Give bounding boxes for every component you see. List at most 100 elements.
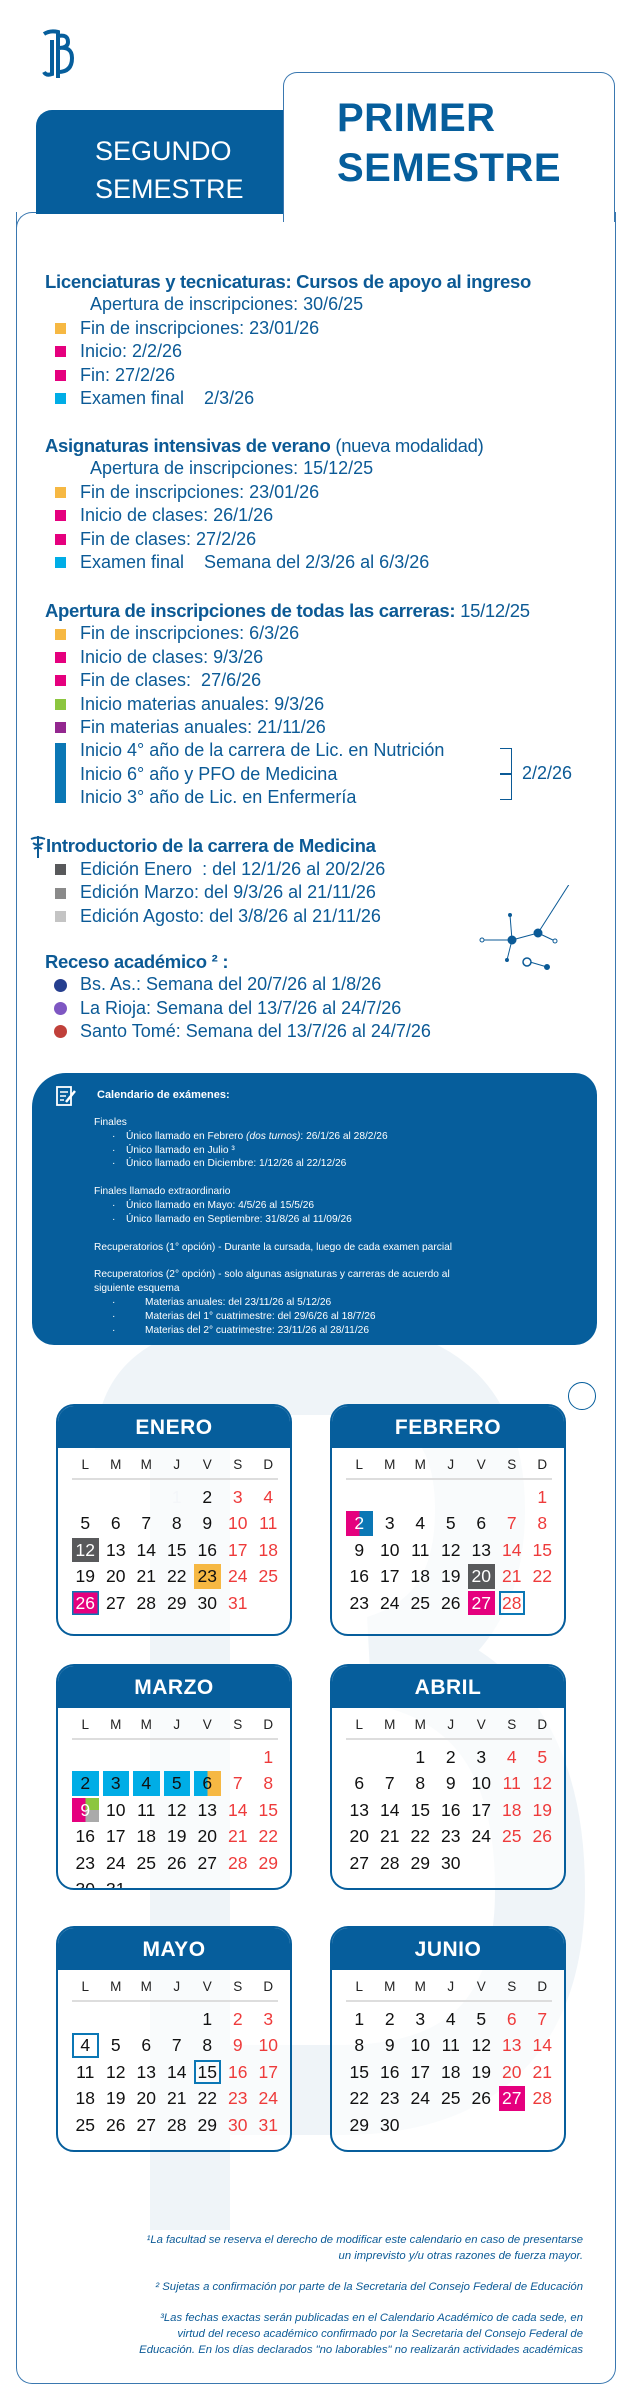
day-cell[interactable]: 3 [476, 1746, 487, 1767]
day-cell[interactable]: 22 [167, 1566, 187, 1586]
day-cell[interactable]: 23 [441, 1826, 461, 1846]
day-cell[interactable]: 13 [471, 1539, 491, 1560]
day-cell[interactable]: 25 [410, 1592, 430, 1613]
day-cell[interactable]: 28 [380, 1852, 400, 1873]
day-cell-highlighted[interactable]: 4 [72, 2033, 99, 2058]
day-cell[interactable]: 22 [349, 2088, 369, 2108]
day-cell[interactable]: 13 [197, 1799, 217, 1820]
day-cell-highlighted[interactable]: 15 [194, 2060, 221, 2085]
day-cell[interactable]: 12 [532, 1773, 552, 1793]
day-cell[interactable]: 26 [106, 2114, 126, 2135]
day-cell[interactable]: 20 [197, 1826, 217, 1846]
day-cell[interactable]: 4 [445, 2008, 456, 2029]
day-cell[interactable]: 22 [197, 2088, 217, 2108]
day-cell[interactable]: 8 [263, 1773, 274, 1793]
day-cell[interactable]: 30 [441, 1852, 461, 1873]
day-cell[interactable]: 15 [410, 1799, 430, 1820]
day-cell-highlighted[interactable]: 28 [499, 1591, 526, 1616]
day-cell[interactable]: 2 [384, 2008, 395, 2029]
day-cell[interactable]: 29 [167, 1592, 187, 1613]
day-cell[interactable]: 6 [141, 2035, 152, 2055]
day-cell[interactable]: 4 [263, 1486, 274, 1507]
day-cell[interactable]: 26 [532, 1826, 552, 1846]
day-cell[interactable]: 27 [197, 1852, 217, 1873]
day-cell[interactable]: 21 [532, 2061, 552, 2082]
day-cell[interactable]: 20 [136, 2088, 156, 2108]
day-cell[interactable]: 17 [380, 1566, 400, 1586]
day-cell[interactable]: 12 [106, 2061, 126, 2082]
day-cell[interactable]: 24 [106, 1852, 126, 1873]
day-cell[interactable]: 24 [410, 2088, 430, 2108]
day-cell[interactable]: 10 [106, 1799, 126, 1820]
day-cell[interactable]: 31 [258, 2114, 278, 2135]
day-cell-highlighted[interactable]: 23 [194, 1564, 221, 1589]
day-cell[interactable]: 2 [232, 2008, 243, 2029]
day-cell[interactable]: 19 [532, 1799, 552, 1820]
day-cell[interactable]: 23 [349, 1592, 369, 1613]
day-cell[interactable]: 21 [167, 2088, 187, 2108]
day-cell[interactable]: 6 [110, 1513, 121, 1533]
day-cell[interactable]: 7 [537, 2008, 548, 2029]
day-cell[interactable]: 18 [410, 1566, 430, 1586]
day-cell[interactable]: 7 [506, 1513, 517, 1533]
day-cell[interactable]: 10 [380, 1539, 400, 1560]
day-cell[interactable]: 22 [532, 1566, 552, 1586]
day-cell[interactable]: 7 [384, 1773, 395, 1793]
day-cell[interactable]: 9 [232, 2035, 243, 2055]
day-cell[interactable]: 31 [228, 1592, 248, 1613]
day-cell[interactable]: 6 [476, 1513, 487, 1533]
day-cell[interactable]: 28 [167, 2114, 187, 2135]
day-cell-highlighted[interactable]: 5 [163, 1771, 190, 1796]
day-cell[interactable]: 23 [380, 2088, 400, 2108]
day-cell[interactable]: 25 [502, 1826, 522, 1846]
day-cell[interactable]: 14 [136, 1539, 156, 1560]
day-cell[interactable]: 14 [228, 1799, 248, 1820]
day-cell[interactable]: 21 [502, 1566, 522, 1586]
day-cell[interactable]: 8 [202, 2035, 213, 2055]
day-cell[interactable]: 13 [106, 1539, 126, 1560]
day-cell[interactable]: 18 [75, 2088, 95, 2108]
day-cell[interactable]: 9 [202, 1513, 213, 1533]
day-cell[interactable]: 21 [228, 1826, 248, 1846]
day-cell[interactable]: 27 [136, 2114, 156, 2135]
day-cell[interactable]: 8 [171, 1513, 182, 1533]
day-cell[interactable]: 28 [136, 1592, 156, 1613]
day-cell[interactable]: 16 [441, 1799, 461, 1820]
day-cell[interactable]: 21 [380, 1826, 400, 1846]
day-cell[interactable]: 10 [258, 2035, 278, 2055]
day-cell[interactable]: 11 [411, 1539, 430, 1560]
day-cell[interactable]: 24 [258, 2088, 278, 2108]
day-cell[interactable]: 7 [141, 1513, 152, 1533]
day-cell[interactable]: 18 [441, 2061, 461, 2082]
day-cell[interactable]: 3 [384, 1513, 395, 1533]
day-cell[interactable]: 7 [232, 1773, 243, 1793]
day-cell[interactable]: 4 [506, 1746, 517, 1767]
day-cell-highlighted[interactable]: 12 [72, 1537, 99, 1562]
day-cell[interactable]: 22 [258, 1826, 278, 1846]
day-cell[interactable]: 30 [75, 1879, 95, 1890]
day-cell[interactable]: 1 [354, 2008, 365, 2029]
day-cell[interactable]: 31 [106, 1879, 126, 1890]
day-cell[interactable]: 12 [441, 1539, 461, 1560]
day-cell[interactable]: 5 [80, 1513, 91, 1533]
day-cell-highlighted[interactable]: 2 [346, 1511, 373, 1536]
day-cell[interactable]: 15 [532, 1539, 552, 1560]
day-cell[interactable]: 21 [136, 1566, 156, 1586]
day-cell[interactable]: 16 [228, 2061, 248, 2082]
day-cell[interactable]: 1 [202, 2008, 213, 2029]
day-cell[interactable]: 26 [167, 1852, 187, 1873]
day-cell[interactable]: 30 [228, 2114, 248, 2135]
day-cell[interactable]: 2 [445, 1746, 456, 1767]
day-cell[interactable]: 5 [537, 1746, 548, 1767]
day-cell[interactable]: 27 [349, 1852, 369, 1873]
day-cell[interactable]: 17 [258, 2061, 278, 2082]
day-cell[interactable]: 19 [441, 1566, 461, 1586]
day-cell[interactable]: 26 [471, 2088, 491, 2108]
day-cell[interactable]: 20 [106, 1566, 126, 1586]
day-cell[interactable]: 12 [167, 1799, 187, 1820]
day-cell-highlighted[interactable]: 9 [72, 1797, 99, 1822]
day-cell[interactable]: 13 [349, 1799, 369, 1820]
day-cell-highlighted[interactable]: 26 [72, 1590, 99, 1615]
day-cell[interactable]: 29 [349, 2114, 369, 2135]
day-cell[interactable]: 30 [380, 2114, 400, 2135]
